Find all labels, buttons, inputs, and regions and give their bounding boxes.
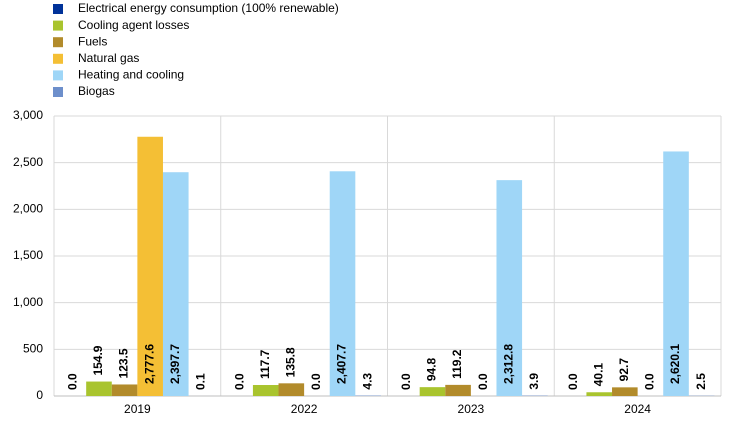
- legend-swatch: [53, 87, 63, 97]
- y-tick-label: 500: [23, 342, 43, 356]
- y-tick-label: 3,000: [13, 108, 43, 122]
- value-label: 0.0: [66, 373, 80, 390]
- legend-swatch: [53, 20, 63, 31]
- value-label: 2,312.8: [501, 344, 515, 384]
- bar: [137, 136, 163, 397]
- x-tick-label: 2023: [458, 402, 485, 416]
- bar: [586, 392, 613, 396]
- x-tick-label: 2022: [291, 402, 318, 416]
- y-tick-label: 0: [36, 388, 43, 402]
- value-label: 0.0: [566, 373, 580, 390]
- legend-label: Cooling agent losses: [78, 18, 189, 32]
- value-label: 117.7: [258, 349, 272, 379]
- value-label: 123.5: [117, 348, 131, 378]
- legend-label: Fuels: [78, 34, 107, 48]
- value-label: 40.1: [591, 363, 605, 387]
- bar: [278, 383, 305, 396]
- value-label: 92.7: [617, 358, 631, 382]
- bar: [111, 384, 138, 396]
- legend-label: Heating and cooling: [78, 68, 184, 82]
- legend-swatch: [53, 53, 63, 64]
- bar: [419, 387, 446, 396]
- bar: [162, 172, 189, 396]
- bar: [445, 384, 471, 396]
- value-label: 2.5: [694, 373, 708, 390]
- bar: [252, 385, 279, 396]
- legend-label: Biogas: [78, 84, 115, 98]
- y-tick-label: 1,000: [13, 295, 43, 309]
- value-label: 4.3: [360, 373, 374, 390]
- value-label: 3.9: [527, 373, 541, 390]
- value-label: 0.1: [194, 373, 208, 390]
- legend-swatch: [53, 4, 63, 14]
- value-label: 2,407.7: [335, 344, 349, 384]
- value-label: 2,777.6: [142, 344, 156, 384]
- y-tick-label: 2,500: [13, 155, 43, 169]
- value-label: 119.2: [450, 349, 464, 379]
- legend-label: Electrical energy consumption (100% rene…: [78, 1, 339, 15]
- value-label: 0.0: [309, 373, 323, 390]
- bar: [329, 171, 356, 396]
- value-label: 2,397.7: [168, 344, 182, 384]
- bar: [612, 387, 638, 396]
- value-label: 154.9: [91, 345, 105, 375]
- y-tick-label: 2,000: [13, 202, 43, 216]
- value-label: 0.0: [399, 373, 413, 390]
- y-tick-label: 1,500: [13, 248, 43, 262]
- bar: [496, 180, 523, 396]
- value-label: 0.0: [643, 373, 657, 390]
- value-label: 2,620.1: [668, 344, 682, 384]
- legend-swatch: [53, 70, 63, 81]
- legend-swatch: [53, 37, 63, 48]
- legend-label: Natural gas: [78, 51, 139, 65]
- bar: [86, 381, 112, 396]
- value-label: 94.8: [425, 357, 439, 381]
- value-label: 135.8: [283, 347, 297, 377]
- x-tick-label: 2024: [624, 402, 651, 416]
- value-label: 0.0: [476, 373, 490, 390]
- value-label: 0.0: [232, 373, 246, 390]
- bar: [663, 151, 689, 396]
- x-tick-label: 2019: [124, 402, 151, 416]
